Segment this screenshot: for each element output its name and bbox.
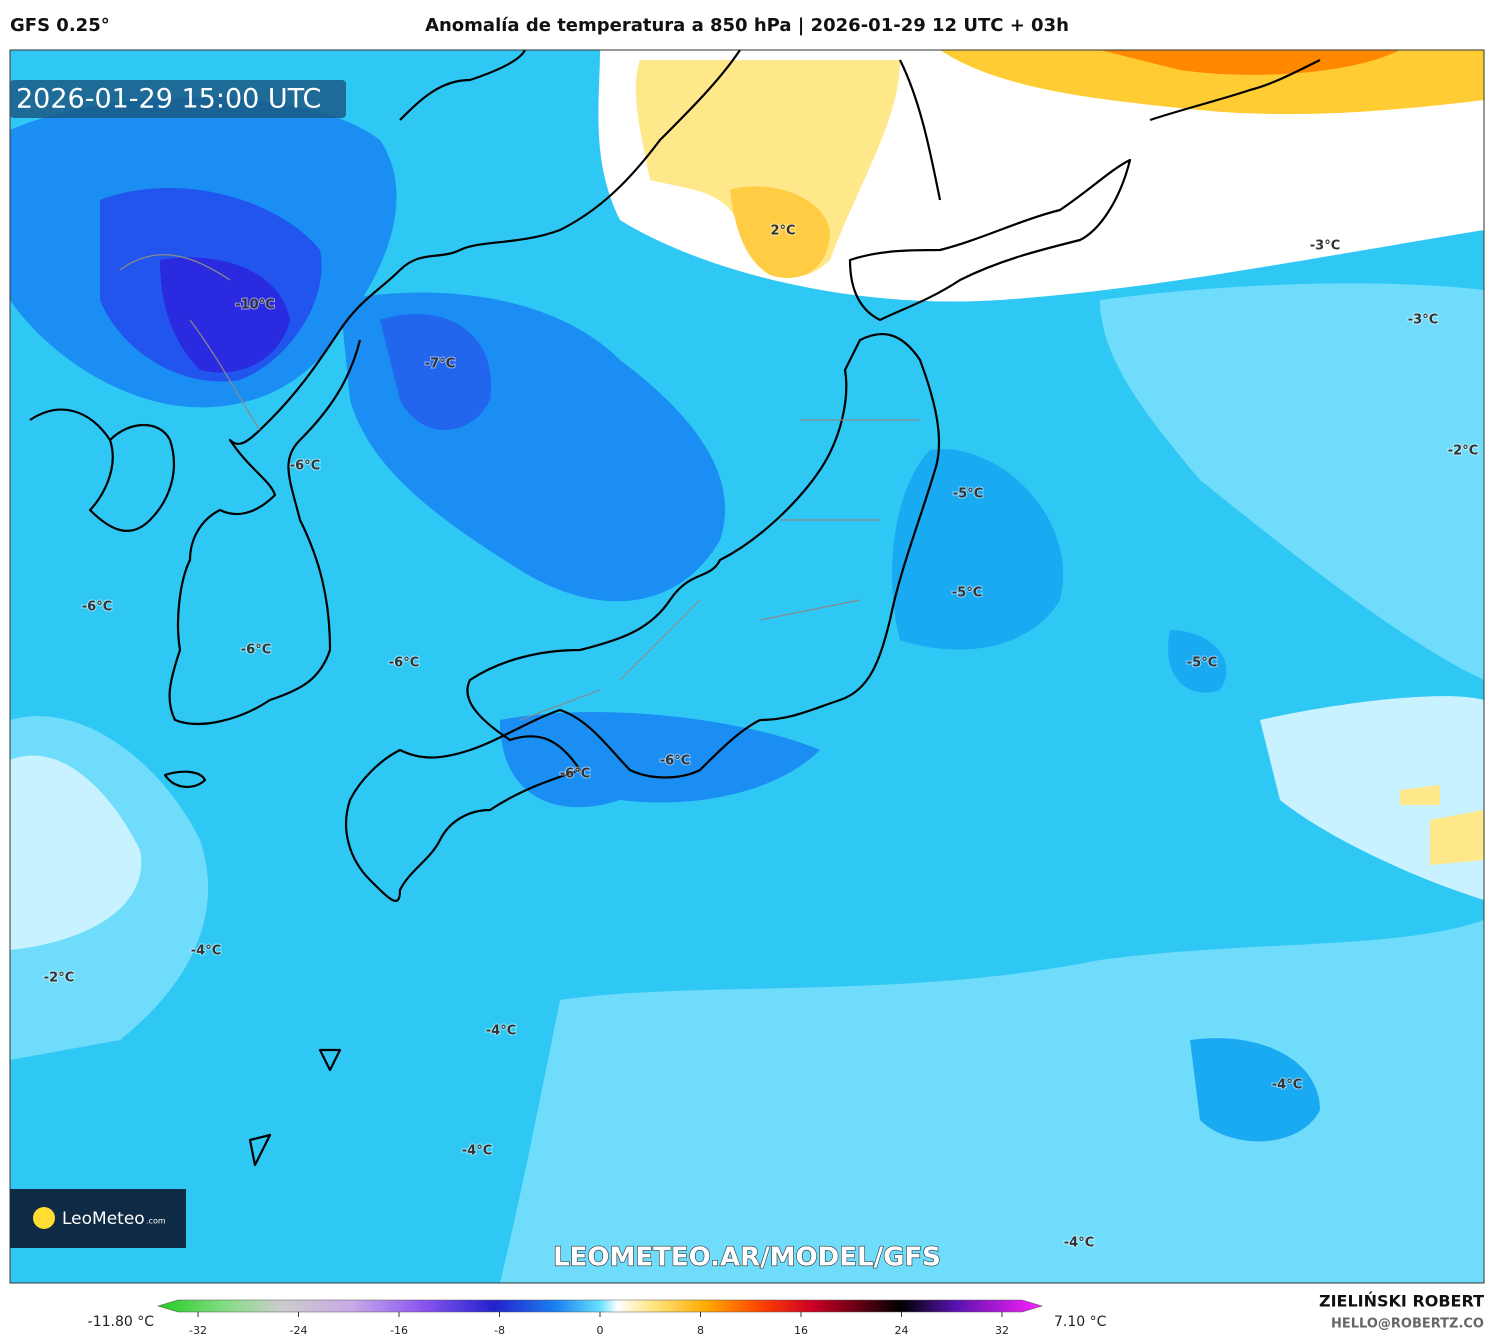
coastline-islands — [248, 1048, 342, 1167]
contour-labels: -10°C -7°C -6°C 2°C -3°C -3°C -2°C -5°C -5°C -5°C… — [43, 223, 1479, 1252]
contour-label: -6°C — [560, 767, 590, 782]
coastline-japan — [345, 332, 941, 902]
coastline-jeju — [163, 770, 207, 788]
colorbar-tick-label: -8 — [494, 1324, 505, 1337]
timestamp: 2026-01-29 15:00 UTC — [16, 84, 321, 115]
colorbar-tick-label: 8 — [697, 1324, 704, 1337]
logo-sun — [33, 1207, 55, 1229]
contour-label: -4°C — [462, 1144, 492, 1159]
field-pale — [1260, 696, 1484, 900]
contour-label: -10°C — [235, 298, 275, 313]
field-pale — [10, 755, 142, 950]
colorbar-tick-label: 32 — [995, 1324, 1009, 1337]
contour-label: -6°C — [660, 754, 690, 769]
contour-label: -3°C — [1408, 313, 1438, 328]
contour-label: -4°C — [1064, 1236, 1094, 1251]
contour-label: -5°C — [952, 586, 982, 601]
contour-label: -2°C — [44, 971, 74, 986]
field-light — [500, 920, 1484, 1283]
field-orange — [1100, 50, 1400, 75]
watermark: LEOMETEO.AR/MODEL/GFS — [553, 1243, 941, 1273]
contour-label: -3°C — [1310, 239, 1340, 254]
admin-borders — [119, 254, 920, 721]
colorbar-ramp — [156, 1299, 1044, 1313]
coastline-china — [29, 408, 175, 532]
contour-label: -6°C — [82, 600, 112, 615]
contour-label: -6°C — [290, 459, 320, 474]
colorbar-max: 7.10 °C — [1054, 1314, 1107, 1330]
contour-label: 2°C — [770, 224, 795, 239]
field-deepest — [160, 257, 290, 373]
contour-label: -4°C — [1272, 1078, 1302, 1093]
field-mid — [1190, 1038, 1320, 1142]
coastline-continent — [168, 50, 741, 726]
contour-label: -6°C — [241, 643, 271, 658]
colorbar: -11.80 °C 7.10 °C -32 -24 -16 -8 0 8 16 24 32 — [88, 1299, 1107, 1337]
colorbar-min: -11.80 °C — [88, 1314, 155, 1330]
colorbar-tick-label: -16 — [390, 1324, 408, 1337]
model-name: GFS 0.25° — [10, 15, 110, 36]
map-field — [10, 50, 1484, 1283]
contour-label: -5°C — [1187, 656, 1217, 671]
field-dark — [500, 711, 820, 808]
field-mid — [891, 449, 1064, 650]
colorbar-ticks: -32 -24 -16 -8 0 8 16 24 32 — [189, 1312, 1009, 1337]
contour-label: -2°C — [1448, 444, 1478, 459]
field-yellow — [730, 186, 830, 278]
field-yellow — [1400, 785, 1484, 865]
field-deep — [380, 313, 492, 430]
logo-text: LeoMeteo — [62, 1209, 145, 1229]
field-yellow — [635, 60, 900, 277]
email: HELLO@ROBERTZ.CO — [1331, 1317, 1484, 1332]
contour-label: -7°C — [425, 357, 455, 372]
author: ZIELIŃSKI ROBERT — [1319, 1292, 1484, 1311]
contour-label: -5°C — [953, 487, 983, 502]
contour-label: -4°C — [191, 944, 221, 959]
contour-label: -6°C — [389, 656, 419, 671]
colorbar-tick-label: 16 — [794, 1324, 808, 1337]
map-title: Anomalía de temperatura a 850 hPa | 2026… — [425, 15, 1069, 36]
field-mid — [1168, 630, 1227, 693]
contour-label: -4°C — [486, 1024, 516, 1039]
colorbar-tick-label: -24 — [290, 1324, 308, 1337]
timestamp-box — [10, 80, 346, 118]
field-light — [1100, 283, 1484, 680]
coastline-north — [899, 59, 1321, 201]
map-frame — [9, 49, 1485, 1284]
colorbar-tick-label: 0 — [597, 1324, 604, 1337]
colorbar-tick-label: -32 — [189, 1324, 207, 1337]
colorbar-tick-label: 24 — [895, 1324, 909, 1337]
coastline-hokkaido — [848, 158, 1132, 322]
logo-suffix: .com — [146, 1217, 166, 1226]
